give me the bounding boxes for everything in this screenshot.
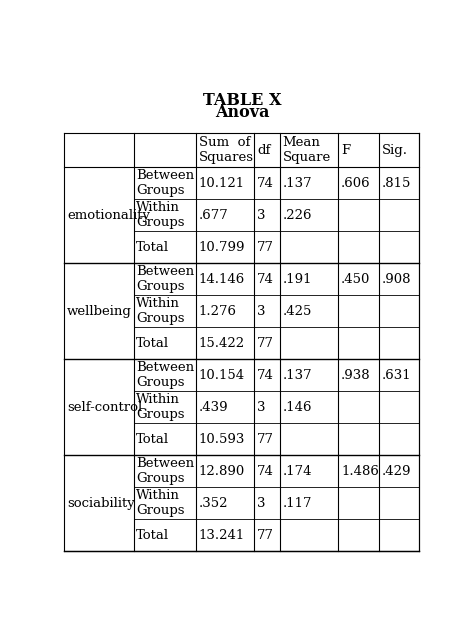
Text: Anova: Anova	[215, 104, 269, 121]
Text: 74: 74	[257, 465, 274, 478]
Text: .137: .137	[282, 369, 312, 382]
Text: .429: .429	[382, 465, 411, 478]
Text: Sig.: Sig.	[382, 143, 408, 156]
Text: Total: Total	[136, 433, 169, 446]
Text: Between
Groups: Between Groups	[136, 361, 194, 389]
Text: .450: .450	[341, 273, 371, 286]
Text: emotionality: emotionality	[67, 209, 150, 222]
Text: Mean
Square: Mean Square	[283, 136, 331, 164]
Text: TABLE X: TABLE X	[202, 92, 281, 109]
Text: .677: .677	[198, 209, 228, 222]
Text: 77: 77	[257, 529, 274, 542]
Text: 1.486: 1.486	[341, 465, 379, 478]
Text: .146: .146	[282, 401, 312, 414]
Text: .226: .226	[282, 209, 312, 222]
Text: 1.276: 1.276	[198, 305, 236, 318]
Text: Within
Groups: Within Groups	[136, 490, 185, 517]
Text: Total: Total	[136, 337, 169, 350]
Text: 12.890: 12.890	[198, 465, 244, 478]
Text: 10.121: 10.121	[198, 177, 244, 190]
Text: F: F	[341, 143, 351, 156]
Text: 74: 74	[257, 177, 274, 190]
Text: 74: 74	[257, 273, 274, 286]
Text: df: df	[257, 143, 270, 156]
Text: 3: 3	[257, 401, 265, 414]
Text: .117: .117	[282, 497, 312, 510]
Text: Total: Total	[136, 241, 169, 254]
Text: 77: 77	[257, 433, 274, 446]
Text: .352: .352	[198, 497, 228, 510]
Text: 3: 3	[257, 209, 265, 222]
Text: 10.154: 10.154	[198, 369, 244, 382]
Text: Sum  of
Squares: Sum of Squares	[199, 136, 253, 164]
Text: 13.241: 13.241	[198, 529, 244, 542]
Text: .606: .606	[341, 177, 371, 190]
Text: Within
Groups: Within Groups	[136, 297, 185, 326]
Text: .938: .938	[341, 369, 371, 382]
Text: wellbeing: wellbeing	[67, 305, 132, 318]
Text: .425: .425	[282, 305, 312, 318]
Text: .815: .815	[382, 177, 411, 190]
Text: .137: .137	[282, 177, 312, 190]
Text: .191: .191	[282, 273, 312, 286]
Text: Within
Groups: Within Groups	[136, 393, 185, 421]
Text: Total: Total	[136, 529, 169, 542]
Text: sociability: sociability	[67, 497, 135, 510]
Text: 10.593: 10.593	[198, 433, 244, 446]
Text: .439: .439	[198, 401, 228, 414]
Text: Between
Groups: Between Groups	[136, 265, 194, 294]
Text: .908: .908	[382, 273, 411, 286]
Text: self-control: self-control	[67, 401, 142, 414]
Text: 77: 77	[257, 241, 274, 254]
Text: 3: 3	[257, 497, 265, 510]
Text: .174: .174	[282, 465, 312, 478]
Text: 74: 74	[257, 369, 274, 382]
Text: .631: .631	[382, 369, 412, 382]
Text: Between
Groups: Between Groups	[136, 169, 194, 197]
Text: 14.146: 14.146	[198, 273, 244, 286]
Text: 10.799: 10.799	[198, 241, 245, 254]
Text: 15.422: 15.422	[198, 337, 244, 350]
Text: Between
Groups: Between Groups	[136, 458, 194, 485]
Text: 3: 3	[257, 305, 265, 318]
Text: 77: 77	[257, 337, 274, 350]
Text: Within
Groups: Within Groups	[136, 202, 185, 229]
